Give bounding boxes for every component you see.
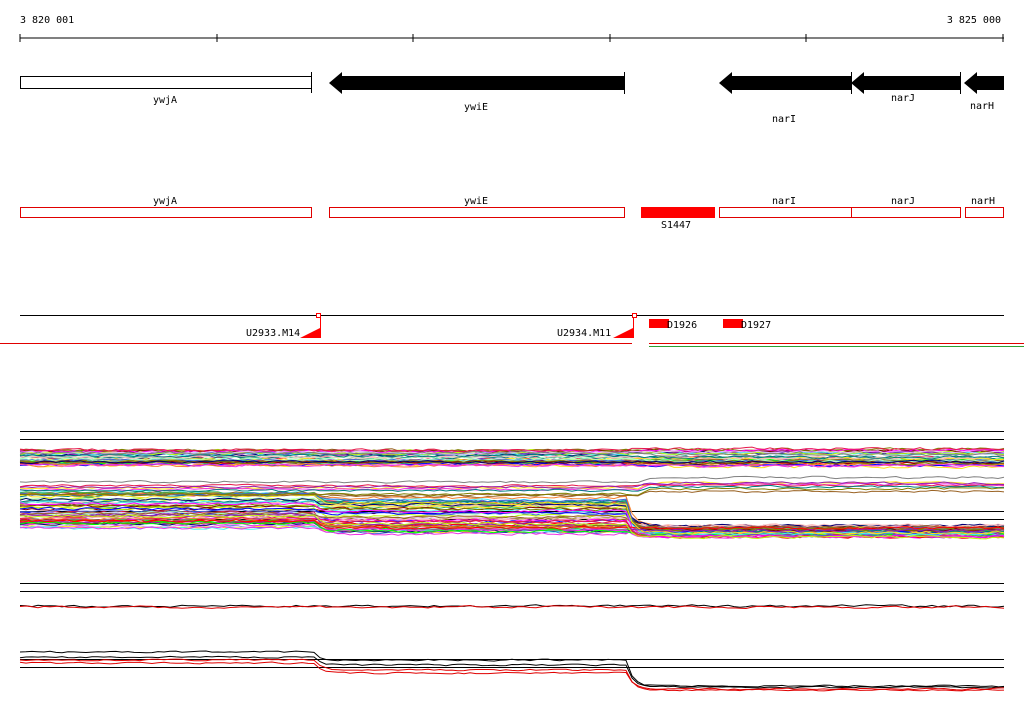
profile-line	[19, 655, 1005, 689]
profile-line	[19, 520, 1005, 537]
region-narJ-label: narJ	[891, 196, 915, 207]
feature-U2934-M11[interactable]: U2934.M11	[557, 313, 637, 340]
gene-narI[interactable]: narI	[719, 72, 852, 125]
gene-ywiE-arrow	[329, 72, 624, 94]
terminator-mark	[613, 328, 633, 338]
gene-narH[interactable]: narH	[964, 72, 1004, 112]
region-ywiE-box	[329, 207, 625, 218]
profile-line	[19, 507, 1005, 529]
feature-D1926-box	[649, 319, 669, 328]
profile-line	[19, 463, 1005, 468]
region-S1447[interactable]: S1447	[641, 207, 715, 231]
feature-U2933-M14[interactable]: U2933.M14	[246, 313, 321, 340]
gene-track: ywjA ywiE narI narJ narH	[20, 72, 1004, 125]
profile-line	[19, 453, 1005, 460]
profile-line	[19, 504, 1005, 532]
region-S1447-label: S1447	[661, 220, 691, 231]
profile-line	[19, 494, 1005, 536]
region-S1447-box	[641, 207, 715, 218]
gene-ywjA[interactable]: ywjA	[20, 72, 312, 106]
profile-line	[19, 450, 1005, 457]
profile-line	[19, 658, 1005, 692]
region-narI-label: narI	[772, 196, 796, 207]
profile-line	[19, 500, 1005, 536]
profile-line	[19, 481, 1005, 489]
feature-D1927-box	[723, 319, 743, 328]
region-ywjA-box	[20, 207, 312, 218]
gene-ywiE[interactable]: ywiE	[329, 72, 625, 113]
feature-D1927-label: D1927	[741, 320, 771, 331]
region-narJ[interactable]: narJ	[851, 196, 961, 218]
profile-line	[19, 650, 1005, 688]
terminator-mark	[300, 328, 320, 338]
gene-narJ[interactable]: narJ	[851, 72, 961, 104]
region-narJ-box	[851, 207, 961, 218]
profile-line	[19, 459, 1005, 466]
profile-line	[19, 526, 1005, 539]
feature-track: U2933.M14 U2934.M11 D1926 D1927	[0, 313, 1024, 347]
gene-ywjA-label: ywjA	[153, 95, 177, 106]
profile-line	[19, 605, 1005, 610]
profile-line	[19, 447, 1005, 453]
region-narH[interactable]: narH	[965, 196, 1004, 218]
profile-line	[19, 459, 1005, 465]
region-track: ywjA ywiE S1447 narI narJ narH	[20, 196, 1004, 231]
gene-ywjA-box	[20, 76, 312, 89]
gene-narJ-arrow	[851, 72, 960, 94]
profile-line	[19, 482, 1005, 492]
profile-line	[19, 604, 1005, 608]
gene-narJ-label: narJ	[891, 93, 915, 104]
profile-line	[19, 484, 1005, 493]
ruler-end-label: 3 825 000	[947, 15, 1001, 26]
region-ywjA[interactable]: ywjA	[20, 196, 312, 218]
gene-ywiE-label: ywiE	[464, 102, 488, 113]
expression-profiles-multicolor	[19, 431, 1005, 540]
profile-line	[19, 515, 1005, 538]
coordinate-ruler: 3 820 001 3 825 000	[19, 15, 1004, 42]
gene-narH-arrow	[964, 72, 1004, 94]
profile-line	[19, 661, 1005, 691]
profile-line	[19, 487, 1005, 497]
region-ywjA-label: ywjA	[153, 196, 177, 207]
feature-U2933-M14-label: U2933.M14	[246, 328, 300, 339]
profile-line	[19, 514, 1005, 540]
ruler-start-label: 3 820 001	[20, 15, 74, 26]
region-ywiE[interactable]: ywiE	[329, 196, 625, 218]
profile-line	[19, 483, 1005, 488]
feature-D1926[interactable]: D1926	[649, 319, 697, 331]
expression-profiles-pair-bottom	[19, 650, 1005, 692]
profile-line	[19, 497, 1005, 528]
expression-profiles-pair-top	[19, 583, 1005, 610]
feature-D1927[interactable]: D1927	[723, 319, 771, 331]
region-narH-label: narH	[971, 196, 995, 207]
profile-line	[19, 501, 1005, 539]
profile-line	[19, 503, 1005, 532]
profile-line	[19, 519, 1005, 531]
feature-D1926-label: D1926	[667, 320, 697, 331]
region-narI[interactable]: narI	[719, 196, 852, 218]
region-ywiE-label: ywiE	[464, 196, 488, 207]
region-narI-box	[719, 207, 852, 218]
region-narH-box	[965, 207, 1004, 218]
profile-line	[19, 446, 1005, 453]
gene-narI-arrow	[719, 72, 851, 94]
profile-line	[19, 457, 1005, 463]
gene-narI-label: narI	[772, 114, 796, 125]
terminator-head	[316, 313, 321, 318]
terminator-head	[632, 313, 637, 318]
gene-narH-label: narH	[970, 101, 994, 112]
profile-line	[19, 475, 1005, 484]
feature-U2934-M11-label: U2934.M11	[557, 328, 611, 339]
